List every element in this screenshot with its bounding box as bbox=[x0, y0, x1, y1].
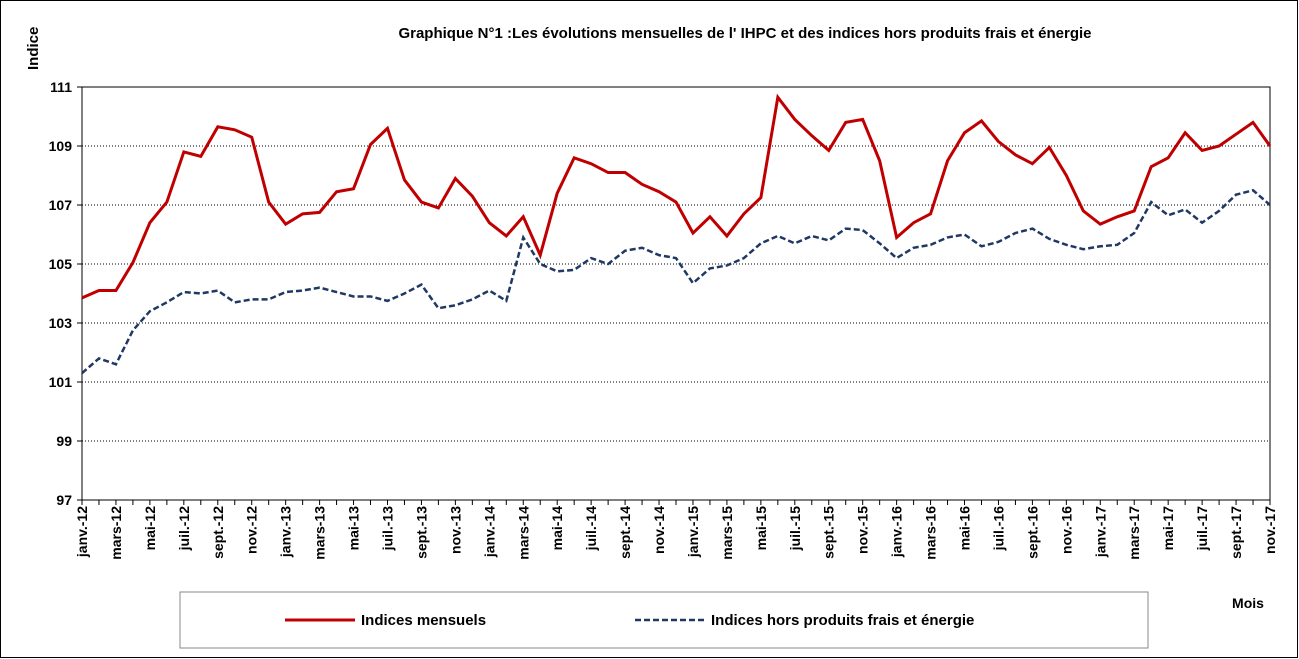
series-line bbox=[81, 188, 1271, 375]
x-tick-label: nov.-17 bbox=[1262, 506, 1278, 554]
x-tick-label: sept.-15 bbox=[821, 506, 837, 559]
x-tick-label: juil.-13 bbox=[379, 506, 395, 552]
x-tick-label: nov.-12 bbox=[244, 506, 260, 554]
x-tick-label: nov.-13 bbox=[447, 506, 463, 554]
y-tick-label: 101 bbox=[49, 374, 73, 390]
x-tick-label: mai-13 bbox=[346, 506, 362, 551]
x-tick-label: mars-13 bbox=[312, 506, 328, 560]
x-tick-label: sept.-17 bbox=[1228, 506, 1244, 559]
y-axis-label: Indice bbox=[25, 27, 42, 70]
x-tick-label: sept.-14 bbox=[617, 506, 633, 559]
x-tick-label: mai-14 bbox=[549, 506, 565, 551]
x-tick-label: sept.-12 bbox=[210, 506, 226, 559]
y-tick-label: 109 bbox=[49, 138, 73, 154]
x-tick-label: janv.-12 bbox=[74, 506, 90, 558]
x-tick-label: janv.-17 bbox=[1092, 506, 1108, 558]
y-tick-label: 111 bbox=[50, 79, 72, 95]
x-tick-label: sept.-13 bbox=[413, 506, 429, 559]
y-tick-label: 105 bbox=[49, 256, 73, 272]
x-tick-label: mars-16 bbox=[923, 506, 939, 560]
chart-title: Graphique N°1 :Les évolutions mensuelles… bbox=[398, 25, 1091, 42]
x-tick-label: juil.-16 bbox=[990, 506, 1006, 552]
y-tick-label: 107 bbox=[49, 197, 73, 213]
x-tick-label: mai-12 bbox=[142, 506, 158, 551]
plot-area bbox=[81, 86, 1271, 501]
x-tick-label: juil.-17 bbox=[1194, 506, 1210, 552]
x-tick-label: mai-17 bbox=[1160, 506, 1176, 551]
x-tick-label: mars-12 bbox=[108, 506, 124, 560]
x-tick-label: mars-15 bbox=[719, 506, 735, 560]
x-tick-label: juil.-14 bbox=[583, 506, 599, 552]
legend-label: Indices mensuels bbox=[361, 612, 486, 629]
x-tick-label: nov.-16 bbox=[1058, 506, 1074, 554]
y-tick-label: 99 bbox=[56, 433, 72, 449]
x-tick-label: nov.-15 bbox=[855, 506, 871, 554]
x-tick-label: juil.-15 bbox=[787, 506, 803, 552]
x-tick-label: janv.-16 bbox=[889, 506, 905, 558]
x-tick-label: sept.-16 bbox=[1024, 506, 1040, 559]
x-tick-label: mars-17 bbox=[1126, 506, 1142, 560]
y-tick-label: 97 bbox=[56, 492, 72, 508]
x-tick-label: janv.-15 bbox=[685, 506, 701, 558]
x-tick-label: mars-14 bbox=[515, 506, 531, 560]
series-line bbox=[81, 93, 1272, 300]
x-tick-label: mai-15 bbox=[753, 506, 769, 551]
x-tick-label: janv.-14 bbox=[481, 506, 497, 558]
x-tick-label: juil.-12 bbox=[176, 506, 192, 552]
x-axis-label: Mois bbox=[1232, 595, 1264, 611]
legend-label: Indices hors produits frais et énergie bbox=[711, 612, 974, 629]
x-tick-label: nov.-14 bbox=[651, 506, 667, 554]
y-tick-label: 103 bbox=[49, 315, 73, 331]
x-tick-label: mai-16 bbox=[957, 506, 973, 551]
x-tick-label: janv.-13 bbox=[278, 506, 294, 558]
